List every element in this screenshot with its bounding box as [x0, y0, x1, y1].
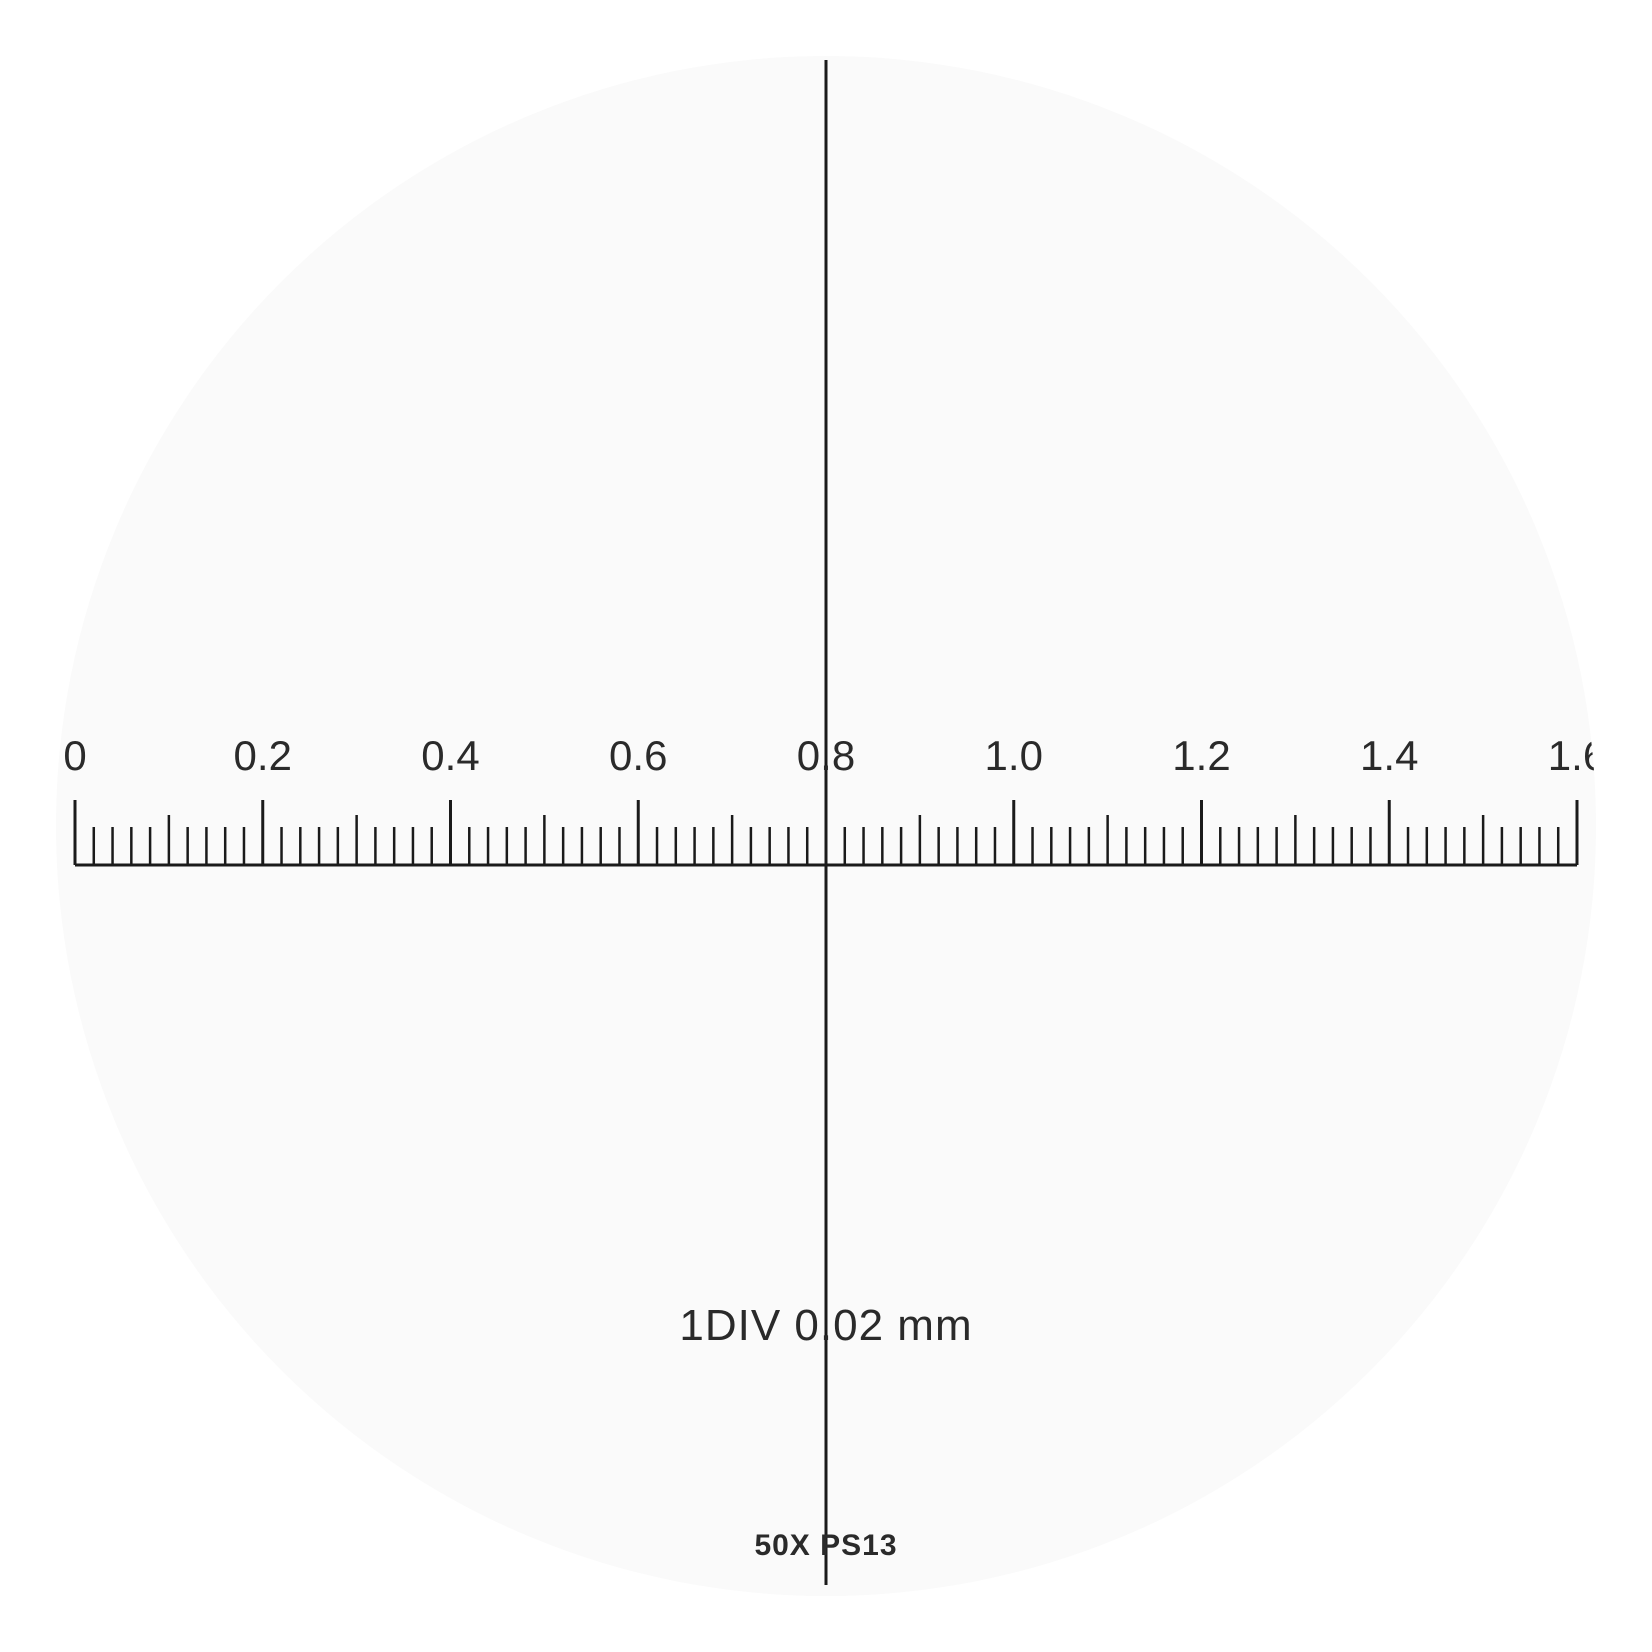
- scale-label: 0.4: [421, 732, 479, 779]
- reticle-stage: 00.20.40.60.81.01.21.41.61DIV 0.02 mm50X…: [0, 0, 1652, 1652]
- scale-label: 1.4: [1360, 732, 1418, 779]
- caption-model: 50X PS13: [754, 1529, 897, 1562]
- reticle-svg: 00.20.40.60.81.01.21.41.61DIV 0.02 mm50X…: [0, 0, 1652, 1652]
- scale-label: 0: [63, 732, 86, 779]
- caption-division: 1DIV 0.02 mm: [679, 1301, 972, 1350]
- scale-label: 0.2: [234, 732, 292, 779]
- scale-label: 1.0: [985, 732, 1043, 779]
- scale-label: 0.8: [797, 732, 855, 779]
- scale-label: 0.6: [609, 732, 667, 779]
- scale-label: 1.2: [1172, 732, 1230, 779]
